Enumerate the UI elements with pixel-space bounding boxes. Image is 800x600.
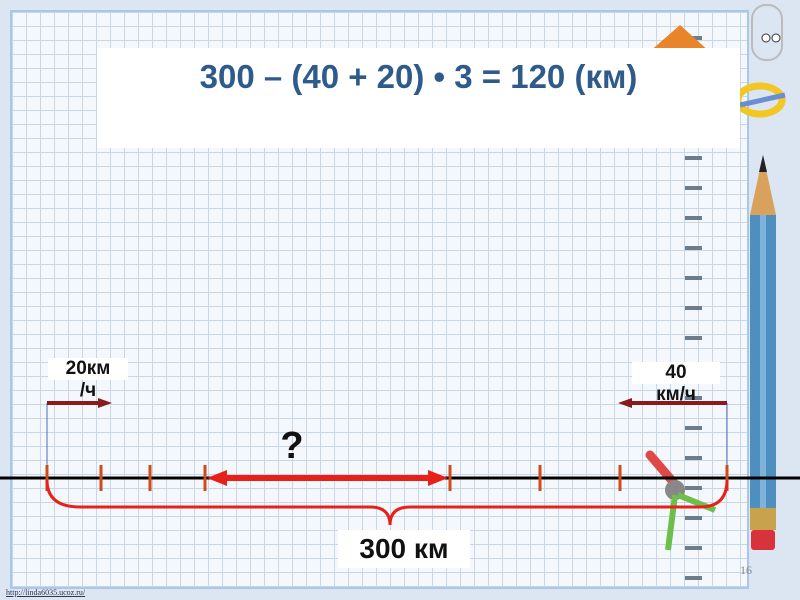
protractor-icon [734,82,786,118]
page-number: 16 [740,563,752,577]
footer-link[interactable]: http://linda6035.ucoz.ru/ [6,588,86,597]
question-mark: ? [280,425,304,467]
formula-box: 300 – (40 + 20) • 3 = 120 (км) [97,48,740,148]
formula-text: 300 – (40 + 20) • 3 = 120 (км) [199,58,638,95]
distance-brace [45,479,729,526]
distance-label: 300 км [338,530,470,568]
paperclip-icon [751,4,783,61]
pencil-icon [750,155,776,550]
left-speed-label: 20км /ч [48,358,128,402]
question-segment-arrow [207,470,448,486]
right-speed-label: 40 км/ч [632,362,720,406]
compass-icon [645,450,717,551]
right-speed-arrow [618,398,727,408]
left-speed-arrow [47,398,112,408]
